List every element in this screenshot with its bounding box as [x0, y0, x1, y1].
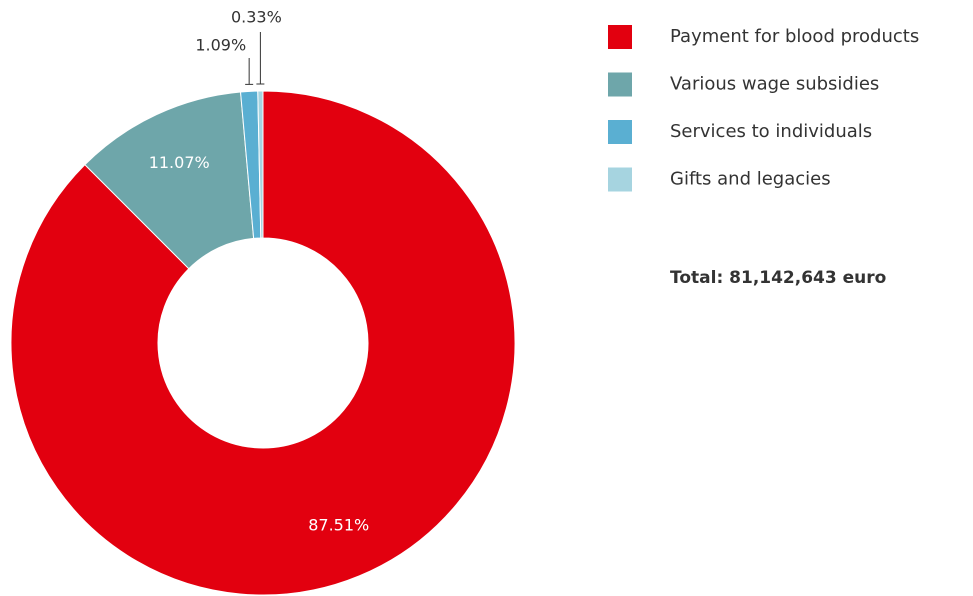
legend-label: Gifts and legacies — [670, 169, 831, 190]
slice-label: 87.51% — [308, 515, 369, 534]
legend-swatch — [608, 72, 632, 97]
slice — [84, 91, 255, 270]
slice — [257, 90, 264, 239]
slice-label: 1.09% — [195, 36, 246, 55]
legend-label: Payment for blood products — [670, 26, 919, 47]
legend-label: Various wage subsidies — [670, 74, 879, 95]
legend-swatch — [608, 25, 632, 49]
legend-swatch — [608, 167, 632, 192]
slice-label: 0.33% — [231, 8, 282, 27]
slice-label: 11.07% — [149, 153, 210, 172]
legend-swatch — [608, 120, 632, 144]
total-annotation: Total: 81,142,643 euro — [670, 268, 886, 288]
legend-label: Services to individuals — [670, 121, 872, 142]
